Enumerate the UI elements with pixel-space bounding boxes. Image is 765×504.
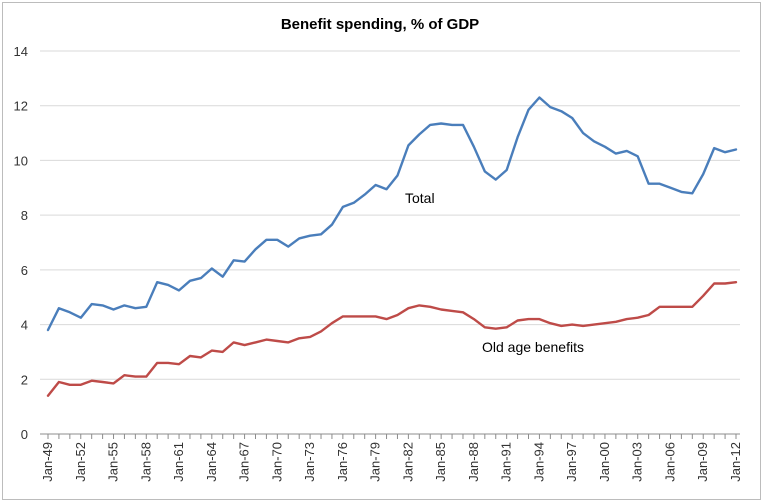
x-tick-label: Jan-09 (695, 442, 710, 482)
x-tick-label: Jan-64 (204, 442, 219, 482)
x-tick-label: Jan-03 (630, 442, 645, 482)
x-axis: Jan-49 Jan-52 Jan-55 Jan-58 Jan-61 Jan-64 Jan-… (40, 433, 743, 482)
x-tick-label: Jan-70 (269, 442, 284, 482)
x-tick-label: Jan-49 (40, 442, 55, 482)
annotation-total: Total (405, 190, 435, 206)
y-tick-label: 8 (21, 208, 28, 223)
x-tick-label: Jan-06 (662, 442, 677, 482)
x-tick-label: Jan-61 (171, 442, 186, 482)
series-line-old-age-benefits (46, 281, 738, 397)
x-tick-label: Jan-94 (531, 442, 546, 482)
x-tick-label: Jan-97 (564, 442, 579, 482)
chart-title: Benefit spending, % of GDP (281, 16, 479, 33)
y-tick-label: 10 (14, 153, 28, 168)
y-tick-label: 6 (21, 263, 28, 278)
x-tick-label: Jan-58 (138, 442, 153, 482)
x-tick-label: Jan-79 (368, 442, 383, 482)
x-tick-label: Jan-82 (400, 442, 415, 482)
series-lines (46, 96, 738, 397)
x-tick-label: Jan-67 (237, 442, 252, 482)
x-tick-label: Jan-52 (73, 442, 88, 482)
y-tick-label: 2 (21, 372, 28, 387)
x-tick-label: Jan-00 (597, 442, 612, 482)
y-tick-label: 14 (14, 44, 28, 59)
x-tick-label: Jan-73 (302, 442, 317, 482)
y-tick-label: 12 (14, 99, 28, 114)
x-tick-label: Jan-88 (466, 442, 481, 482)
y-tick-label: 4 (21, 318, 28, 333)
grid (40, 50, 740, 380)
x-tick-label: Jan-12 (728, 442, 743, 482)
y-axis-ticks: 0 2 4 6 8 10 12 14 (14, 44, 28, 442)
x-tick-label: Jan-76 (335, 442, 350, 482)
x-tick-label: Jan-85 (433, 442, 448, 482)
annotation-old-age-benefits: Old age benefits (482, 339, 584, 355)
y-tick-label: 0 (21, 427, 28, 442)
x-tick-label: Jan-91 (499, 442, 514, 482)
series-line-total (46, 96, 738, 332)
x-tick-label: Jan-55 (106, 442, 121, 482)
